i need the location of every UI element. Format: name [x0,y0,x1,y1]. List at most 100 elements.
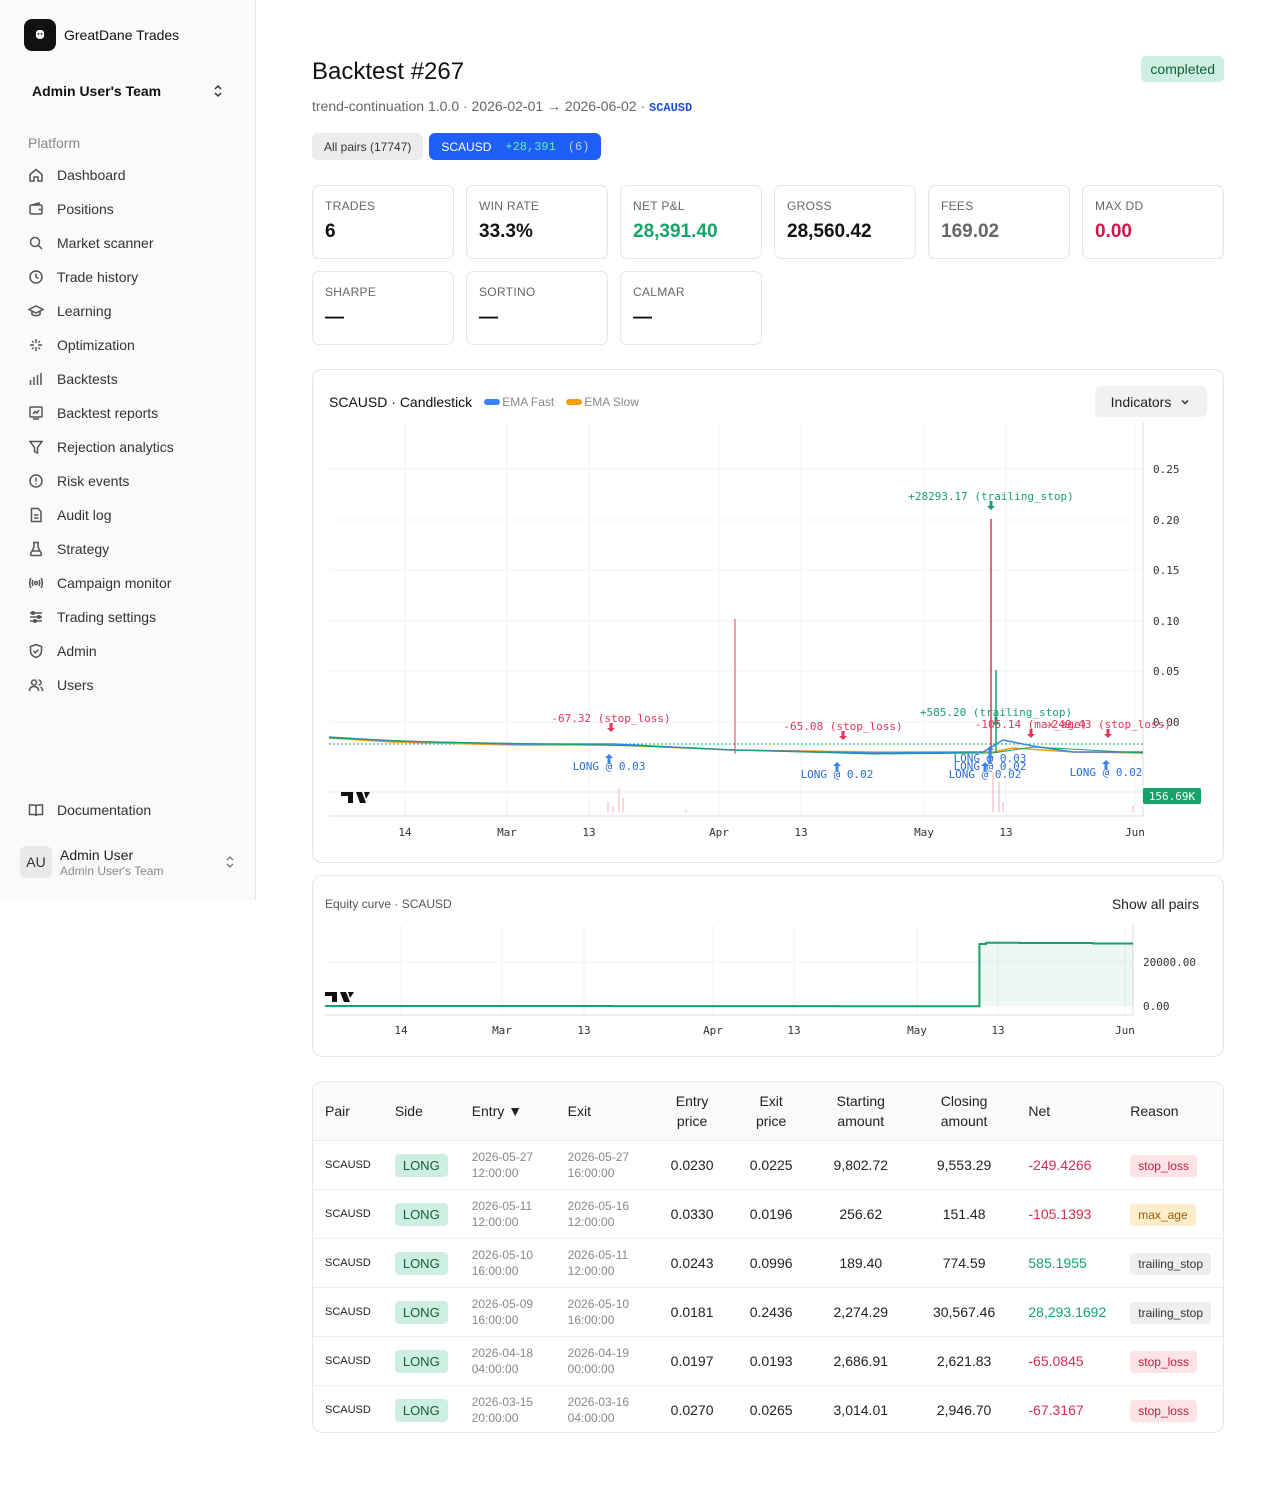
team-switcher[interactable]: Admin User's Team [32,83,224,99]
y-tick-label: 0.05 [1153,665,1180,678]
sidebar-item-label: Documentation [57,802,152,818]
filter-icon [28,440,44,455]
col-label: amount [837,1112,885,1129]
col-entry-sort[interactable]: Entry ▼ [459,1082,556,1140]
exit-date: 2026-03-16 [567,1394,630,1409]
show-all-pairs-button[interactable]: Show all pairs [1111,896,1199,912]
chart-symbol: SCAUSD [329,394,388,410]
entry-date: 2026-05-27 [471,1149,534,1164]
cell-pair: SCAUSD [313,1286,383,1336]
volume-badge-bg [1143,788,1201,804]
table-header-row: Pair Side Entry ▼ Exit Entry price Exit pr… [313,1082,1223,1140]
cell-entry-price: 0.0243 [651,1237,733,1287]
table-row[interactable]: SCAUSD LONG 2026-05-09 16:00:00 2026-05-10 16… [313,1286,1223,1336]
brand[interactable]: GreatDane Trades [24,19,179,51]
cell-reason: trailing_stop [1118,1286,1223,1336]
sidebar-item-learning[interactable]: Learning [28,300,112,322]
col-label: Closing [940,1092,988,1109]
entry-date: 2026-05-11 [471,1198,533,1213]
exit-time: 16:00:00 [567,1165,615,1180]
cell-entry: 2026-05-09 16:00:00 [459,1286,556,1336]
cell-closing-amount: 9,553.29 [911,1139,1017,1189]
sidebar-item-backtests[interactable]: Backtests [28,368,118,390]
sidebar-item-dashboard[interactable]: Dashboard [28,164,126,186]
sidebar-item-documentation[interactable]: Documentation [28,799,151,821]
user-menu[interactable]: AU Admin User Admin User's Team [20,846,236,878]
exit-arrow [987,501,995,510]
exit-time: 04:00:00 [567,1410,615,1425]
entry-date: 2026-04-18 [471,1345,534,1360]
user-name: Admin User [60,846,134,863]
tab-pair-scausd[interactable]: SCAUSD +28,391 (6) [429,133,602,160]
sidebar-item-strategy[interactable]: Strategy [28,538,109,560]
exit-date: 2026-05-11 [567,1247,629,1262]
equity-chart[interactable]: 20000.00 0.00 14 Mar 13 Apr 13 May 13 Jun [313,920,1223,1050]
wallet-icon [29,202,43,215]
sidebar-item-admin[interactable]: Admin [28,640,97,662]
table-row[interactable]: SCAUSD LONG 2026-04-18 04:00:00 2026-04-19 00… [313,1335,1223,1385]
stat-value: 33.3% [479,221,533,242]
cell-starting-amount: 189.40 [809,1237,912,1287]
y-tick-label: 0.00 [1153,716,1180,729]
sidebar-item-market-scanner[interactable]: Market scanner [28,232,153,254]
side-badge: LONG [394,1202,448,1226]
col-label: price [676,1112,708,1129]
stat-card-sortino: SORTINO — [466,271,608,345]
stat-value: — [325,307,344,328]
col-label: price [755,1112,787,1129]
sidebar-item-optimization[interactable]: Optimization [28,334,135,356]
user-team: Admin User's Team [60,863,164,878]
cell-exit: 2026-05-11 12:00:00 [555,1237,652,1287]
sidebar-item-backtest-reports[interactable]: Backtest reports [28,402,158,424]
file-text-icon [30,507,42,523]
sidebar-item-label: Strategy [57,541,110,557]
chart-title: SCAUSD · Candlestick EMA Fast EMA Slow [329,394,639,410]
cell-pair: SCAUSD [313,1139,383,1189]
cell-exit-price: 0.0225 [732,1139,810,1189]
col-exit-price: Exit price [732,1082,810,1140]
sidebar-item-users[interactable]: Users [28,674,94,696]
x-tick-label: Jun [1115,1024,1135,1037]
indicators-button[interactable]: Indicators [1095,386,1207,417]
cell-reason: max_age [1118,1188,1223,1238]
entry-arrow [1102,760,1110,769]
sidebar-item-positions[interactable]: Positions [28,198,114,220]
table-row[interactable]: SCAUSD LONG 2026-05-10 16:00:00 2026-05-11 12… [313,1237,1223,1287]
avatar: AU [20,846,52,878]
x-tick-label: 13 [582,826,595,839]
tab-all-pairs[interactable]: All pairs (17747) [312,133,424,160]
users-icon [28,679,44,692]
sidebar-item-risk-events[interactable]: Risk events [28,470,129,492]
reason-badge: trailing_stop [1130,1252,1211,1275]
x-tick-label: 13 [999,826,1012,839]
table-row[interactable]: SCAUSD LONG 2026-05-27 12:00:00 2026-05-27 16… [313,1139,1223,1189]
stat-value: 0.00 [1095,221,1132,242]
sidebar-item-label: Learning [57,303,112,319]
bar-chart-icon [29,373,42,385]
sidebar-item-rejection-analytics[interactable]: Rejection analytics [28,436,174,458]
col-side: Side [382,1082,460,1140]
sidebar-item-audit-log[interactable]: Audit log [28,504,111,526]
sidebar-item-trading-settings[interactable]: Trading settings [28,606,156,628]
entry-time: 12:00:00 [471,1214,519,1229]
stat-card-win-rate: WIN RATE 33.3% [466,185,608,259]
sidebar-item-campaign-monitor[interactable]: Campaign monitor [28,572,171,594]
y-tick-label: 0.10 [1153,615,1180,628]
entry-marker-label: LONG @ 0.02 [954,760,1027,773]
y-tick-label: 0.20 [1153,514,1180,527]
stat-card-net-p-l: NET P&L 28,391.40 [620,185,762,259]
reason-badge: max_age [1130,1203,1196,1226]
cell-closing-amount: 30,567.46 [911,1286,1017,1336]
sidebar-item-trade-history[interactable]: Trade history [28,266,138,288]
price-chart[interactable]: 0.30 0.25 0.20 0.15 0.10 0.05 0.00 14 Mar 13 Apr 13… [313,422,1223,862]
reason-badge: stop_loss [1130,1350,1197,1373]
cell-side: LONG [382,1286,460,1336]
table-row[interactable]: SCAUSD LONG 2026-05-11 12:00:00 2026-05-16 12… [313,1188,1223,1238]
sparkles-icon [30,339,42,351]
stat-label: SORTINO [479,285,536,299]
alert-icon [29,474,43,488]
cell-exit-price: 0.0996 [732,1237,810,1287]
table-row[interactable]: SCAUSD LONG 2026-03-15 20:00:00 2026-03-16 04… [313,1384,1223,1432]
entry-arrow [605,754,613,763]
reason-badge: stop_loss [1130,1399,1197,1422]
